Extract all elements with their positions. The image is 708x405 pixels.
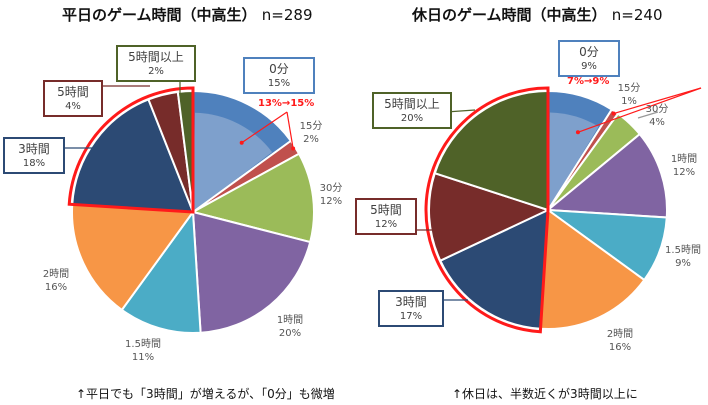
annotation-dot-1-1 (611, 111, 616, 116)
highlight-outline-1 (424, 86, 550, 334)
label-15min: 15分 2% (296, 120, 326, 146)
label-val: 4% (649, 117, 665, 128)
annotation-dot-1-0 (575, 130, 580, 135)
label-1h: 1時間 20% (268, 314, 312, 340)
label-cat: 5時間以上 (128, 50, 184, 64)
change-annotation: 7%→9% (567, 76, 610, 87)
label-val: 2% (303, 134, 319, 145)
label-val: 9% (581, 61, 597, 72)
label-cat: 30分 (645, 104, 669, 115)
label-3h: 3時間 18% (3, 137, 65, 174)
pie-slice-1-6 (438, 208, 550, 330)
label-val: 2% (148, 66, 164, 77)
label-val: 16% (608, 342, 632, 353)
label-val: 16% (44, 282, 68, 293)
label-2h: 2時間 16% (34, 268, 78, 294)
label-0min: 0分 9% (558, 40, 620, 77)
caption-weekday: ↑平日でも「3時間」が増えるが、「0分」も微増 (76, 387, 335, 401)
pie-slice-1-3 (545, 132, 668, 219)
label-3h: 3時間 17% (378, 290, 444, 327)
label-cat: 3時間 (18, 142, 50, 156)
label-15min: 15分 1% (614, 82, 644, 108)
pie-slice-inner-1 (548, 112, 599, 210)
label-cat: 5時間 (370, 203, 402, 217)
label-5h-plus: 5時間以上 2% (116, 45, 196, 82)
label-cat: 1.5時間 (665, 245, 701, 256)
annotation-arrow-1-0 (577, 87, 702, 133)
label-cat: 0分 (579, 45, 599, 59)
label-val: 15% (267, 78, 291, 89)
label-val: 1% (621, 96, 637, 107)
label-val: 17% (399, 311, 423, 322)
label-cat: 15分 (617, 83, 641, 94)
pie-slice-0-6 (71, 98, 195, 214)
label-val: 18% (22, 158, 46, 169)
label-val: 11% (131, 352, 155, 363)
label-val: 9% (675, 258, 691, 269)
annotation-arrow-1-1 (613, 87, 702, 115)
annotation-dot-0-0 (239, 140, 244, 145)
label-val: 20% (278, 328, 302, 339)
pie-slice-0-4 (120, 209, 202, 334)
annotation-arrow-0-1 (286, 111, 294, 149)
sample-size: n=240 (611, 6, 663, 24)
highlight-outline-0 (67, 86, 195, 214)
label-30min: 30分 4% (640, 103, 674, 129)
label-cat: 2時間 (42, 269, 70, 280)
label-val: 20% (400, 113, 424, 124)
label-cat: 1時間 (670, 154, 698, 165)
caption-holiday: ↑休日は、半数近くが3時間以上に (452, 387, 638, 401)
label-val: 12% (672, 167, 696, 178)
label-2h: 2時間 16% (598, 328, 642, 354)
label-cat: 1.5時間 (125, 339, 161, 350)
chart-title-weekday: 平日のゲーム時間（中高生） n=289 (62, 4, 313, 25)
pie-slice-0-3 (191, 210, 312, 334)
pie-slice-1-8 (433, 89, 549, 212)
label-val: 4% (65, 101, 81, 112)
label-cat: 15分 (299, 121, 323, 132)
title-text: 平日のゲーム時間（中高生） (62, 6, 257, 24)
annotation-arrow-0-0 (241, 111, 288, 144)
label-cat: 1時間 (276, 315, 304, 326)
change-annotation: 13%→15% (258, 98, 315, 109)
pie-slice-1-5 (539, 208, 646, 330)
label-cat: 5時間以上 (384, 97, 440, 111)
label-val: 12% (319, 196, 343, 207)
label-cat: 0分 (269, 62, 289, 76)
annotation-dot-0-1 (291, 146, 296, 151)
label-30min: 30分 12% (314, 182, 348, 208)
label-1h: 1時間 12% (662, 153, 706, 179)
pie-slice-1-7 (428, 171, 551, 262)
pie-slice-inner-0 (193, 112, 273, 212)
leader-line-6 (637, 111, 659, 119)
label-5h-plus: 5時間以上 20% (372, 92, 452, 129)
label-1_5h: 1.5時間 9% (658, 244, 708, 270)
pie-slice-0-2 (190, 152, 315, 244)
label-cat: 30分 (319, 183, 343, 194)
label-1_5h: 1.5時間 11% (118, 338, 168, 364)
label-0min: 0分 15% (243, 57, 315, 94)
label-5h: 5時間 12% (355, 198, 417, 235)
label-cat: 5時間 (57, 85, 89, 99)
label-5h: 5時間 4% (43, 80, 103, 117)
label-cat: 3時間 (395, 295, 427, 309)
pie-slice-0-5 (71, 203, 195, 312)
chart-title-holiday: 休日のゲーム時間（中高生） n=240 (412, 4, 663, 25)
sample-size: n=289 (261, 6, 313, 24)
label-cat: 2時間 (606, 329, 634, 340)
label-val: 12% (374, 219, 398, 230)
title-text: 休日のゲーム時間（中高生） (412, 6, 607, 24)
